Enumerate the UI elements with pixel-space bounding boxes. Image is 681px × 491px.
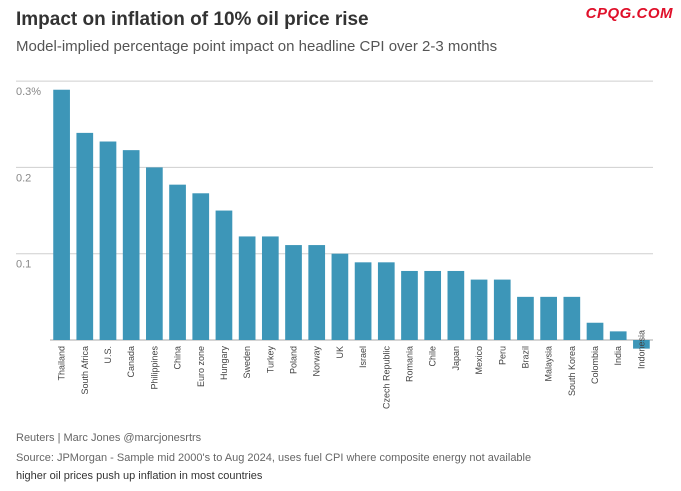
category-label: South Africa <box>80 346 90 395</box>
category-label: South Korea <box>567 346 577 396</box>
y-tick-label: 0.1 <box>16 259 31 271</box>
bar <box>377 262 395 340</box>
category-label: China <box>173 346 183 370</box>
bar <box>470 279 488 340</box>
bar <box>169 184 186 340</box>
category-label: Indonesia <box>636 330 646 369</box>
bar <box>563 296 581 340</box>
category-label: Turkey <box>265 346 275 374</box>
category-label: U.S. <box>103 346 113 364</box>
bar <box>261 236 279 340</box>
y-tick-label: 0.3% <box>16 86 41 98</box>
bar <box>76 132 94 340</box>
category-label: Hungary <box>219 346 229 381</box>
bar <box>493 279 511 340</box>
category-label: Canada <box>126 346 136 378</box>
watermark-logo: CPQG.COM <box>585 5 673 22</box>
category-label: Czech Republic <box>381 346 391 410</box>
bar <box>99 141 117 340</box>
bar <box>586 322 604 340</box>
category-label: Norway <box>312 346 322 377</box>
bar <box>238 236 256 340</box>
bar <box>331 253 349 340</box>
category-label: Thailand <box>57 346 67 381</box>
chart-title: Impact on inflation of 10% oil price ris… <box>16 9 369 30</box>
category-label: Malaysia <box>544 346 554 382</box>
bar <box>540 296 557 340</box>
category-label: Brazil <box>520 346 530 369</box>
category-label: Mexico <box>474 346 484 375</box>
bar <box>53 89 70 340</box>
bar <box>122 150 140 340</box>
category-label: UK <box>335 346 345 359</box>
footnote-line: higher oil prices push up inflation in m… <box>16 470 263 482</box>
bar-chart: 0.3% 0.2 0.1 Thailand South Africa U.S. Canada… <box>16 80 653 410</box>
category-label: Philippines <box>149 346 159 390</box>
bar <box>192 193 210 340</box>
category-label: Chile <box>428 346 438 367</box>
bar <box>354 262 372 340</box>
source-line: Source: JPMorgan - Sample mid 2000's to … <box>16 452 532 464</box>
bar <box>215 210 233 340</box>
chart-subtitle: Model-implied percentage point impact on… <box>16 38 498 55</box>
category-label: Israel <box>358 346 368 368</box>
category-label: Colombia <box>590 346 600 384</box>
y-tick-label: 0.2 <box>16 172 31 184</box>
bar <box>308 245 326 340</box>
bar <box>146 167 163 340</box>
bar <box>517 296 534 340</box>
bar <box>285 245 302 340</box>
category-label: Poland <box>289 346 299 374</box>
category-label: Euro zone <box>196 346 206 387</box>
bar <box>609 331 627 340</box>
category-label: India <box>613 346 623 366</box>
credit-line: Reuters | Marc Jones @marcjonesrtrs <box>16 432 202 444</box>
category-label: Sweden <box>242 346 252 379</box>
bar <box>424 270 442 340</box>
category-label: Japan <box>451 346 461 371</box>
bar <box>633 340 650 349</box>
category-label: Peru <box>497 346 507 365</box>
category-label: Romania <box>404 346 414 382</box>
bar <box>447 270 465 340</box>
bar <box>401 270 418 340</box>
